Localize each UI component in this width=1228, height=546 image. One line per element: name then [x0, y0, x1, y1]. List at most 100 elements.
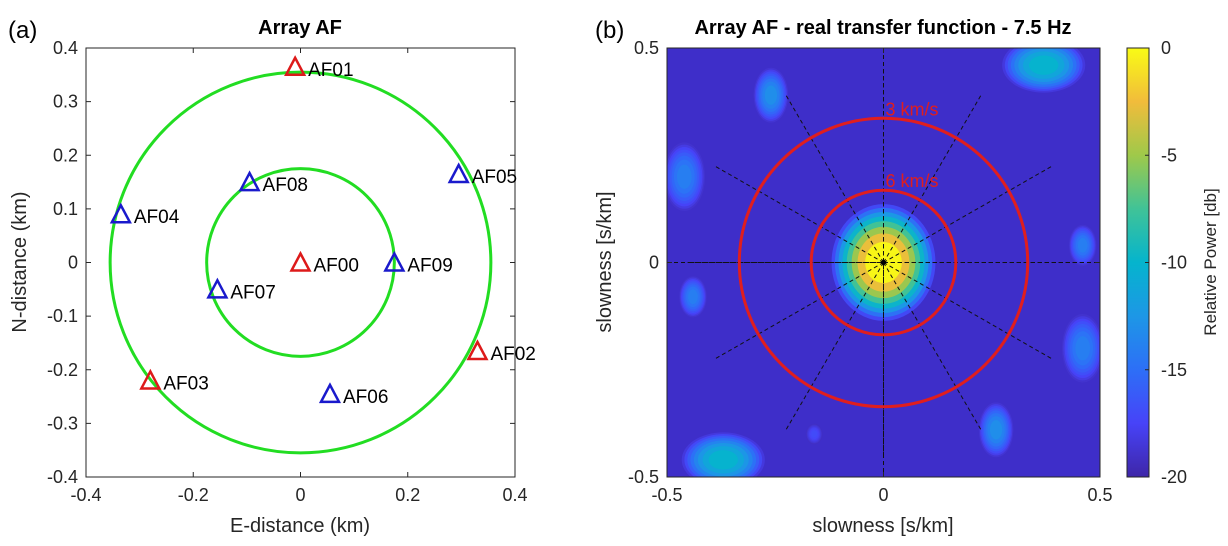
power-peak [1068, 224, 1097, 266]
y-tick-label: 0 [649, 253, 659, 273]
station-marker: AF02 [466, 339, 536, 365]
station-label: AF09 [407, 256, 452, 277]
station-label: AF00 [314, 256, 359, 277]
y-tick-label: -0.1 [47, 306, 78, 326]
power-peak [1061, 313, 1100, 383]
station-label: AF04 [134, 207, 180, 228]
azimuth-spoke [784, 93, 884, 263]
azimuth-spoke [883, 164, 1054, 263]
colorbar-tick-label: -5 [1161, 145, 1177, 165]
station-marker: AF04 [109, 202, 180, 228]
triangle-icon [383, 250, 406, 272]
triangle-icon [318, 382, 342, 404]
peak-contour [1075, 336, 1091, 361]
panel-a-label: (a) [8, 17, 37, 44]
station-label: AF08 [263, 175, 308, 196]
panel-a-circles [108, 70, 493, 455]
y-tick-label: 0.1 [53, 199, 78, 219]
power-peak [753, 67, 789, 123]
station-label: AF03 [163, 373, 208, 394]
x-tick-label: 0.5 [1087, 485, 1112, 505]
peak-contour [764, 85, 778, 105]
triangle-icon [447, 162, 470, 184]
station-marker: AF00 [289, 250, 359, 277]
peak-contour [811, 430, 818, 438]
power-peak [681, 432, 765, 477]
station-marker: AF03 [139, 368, 209, 394]
panel-b-label: (b) [595, 17, 624, 44]
colorbar-tick-label: -20 [1161, 467, 1187, 487]
y-tick-label: 0.2 [53, 145, 78, 165]
colorbar-tick-label: 0 [1161, 38, 1171, 58]
peak-contour [676, 164, 692, 189]
panel-a-xlabel: E-distance (km) [230, 515, 370, 537]
peak-contour [1029, 55, 1059, 75]
peak-contour [708, 450, 738, 470]
velocity-circles: 3 km/s 6 km/s [737, 100, 1030, 409]
station-label: AF06 [343, 387, 388, 408]
heatmap-peaks [667, 48, 1100, 477]
panel-b-xlabel: slowness [s/km] [812, 515, 953, 537]
power-peak [978, 402, 1014, 458]
azimuth-spoke [713, 262, 884, 361]
panel-b-title: Array AF - real transfer function - 7.5 … [694, 17, 1071, 39]
colorbar-tick-label: -10 [1161, 253, 1187, 273]
power-peak [805, 423, 823, 445]
x-tick-label: 0.4 [502, 485, 527, 505]
colorbar-tick-label: -15 [1161, 360, 1187, 380]
power-peak [679, 276, 707, 318]
y-tick-label: 0.4 [53, 38, 78, 58]
triangle-icon [284, 55, 307, 77]
colorbar-label: Relative Power [db] [1201, 188, 1220, 335]
panel-a-ticks: -0.4 -0.2 0 0.2 0.4 0.4 0.3 0.2 0.1 0 -0.1 -0.2 -0.3… [47, 38, 528, 505]
y-tick-label: 0 [68, 253, 78, 273]
station-label: AF02 [490, 344, 535, 365]
x-tick-label: 0 [295, 485, 305, 505]
triangle-icon [238, 170, 261, 192]
panel-a-axes [85, 47, 516, 478]
y-tick-label: -0.2 [47, 360, 78, 380]
station-label: AF01 [308, 60, 353, 81]
panel-a-title: Array AF [258, 17, 342, 39]
power-peak [1002, 48, 1086, 93]
velocity-label: 6 km/s [886, 171, 939, 191]
x-tick-label: -0.4 [70, 485, 101, 505]
ring-circle [108, 70, 493, 455]
azimuth-spoke [883, 93, 983, 263]
station-marker: AF08 [238, 170, 308, 196]
azimuth-spoke [784, 262, 884, 432]
y-tick-label: -0.5 [628, 467, 659, 487]
station-marker: AF05 [447, 162, 517, 188]
panel-a-ylabel: N-distance (km) [9, 191, 31, 332]
peak-contour [688, 289, 698, 305]
azimuth-spoke [713, 164, 884, 263]
peak-contour [1077, 238, 1088, 253]
peak-contour [989, 420, 1003, 440]
station-marker: AF06 [318, 382, 388, 408]
velocity-circle [737, 116, 1030, 409]
panel-b-ticks: -0.5 0 0.5 0.5 0 -0.5 [628, 38, 1113, 505]
station-marker: AF09 [383, 250, 453, 277]
y-tick-label: -0.4 [47, 467, 78, 487]
origin-dot [881, 260, 886, 265]
panel-b-ylabel: slowness [s/km] [594, 191, 616, 332]
station-marker: AF01 [284, 55, 354, 81]
station-marker: AF07 [206, 277, 276, 303]
azimuth-spoke [883, 262, 983, 432]
power-peak [667, 142, 706, 212]
station-label: AF05 [472, 167, 517, 188]
y-tick-label: 0.3 [53, 92, 78, 112]
y-tick-label: -0.3 [47, 413, 78, 433]
triangle-icon [206, 277, 229, 299]
velocity-label: 3 km/s [886, 100, 939, 120]
colorbar-ticks: 0 -5 -10 -15 -20 [1145, 38, 1187, 487]
station-label: AF07 [230, 282, 275, 303]
panel-a-stations: AF00 AF01 AF02 AF03 AF04 AF05 AF06 AF07 AF08 AF09 [109, 55, 536, 408]
y-tick-label: 0.5 [634, 38, 659, 58]
triangle-icon [289, 250, 312, 272]
triangle-icon [466, 339, 489, 361]
x-tick-label: -0.2 [178, 485, 209, 505]
x-tick-label: 0 [878, 485, 888, 505]
velocity-circle [809, 188, 958, 337]
